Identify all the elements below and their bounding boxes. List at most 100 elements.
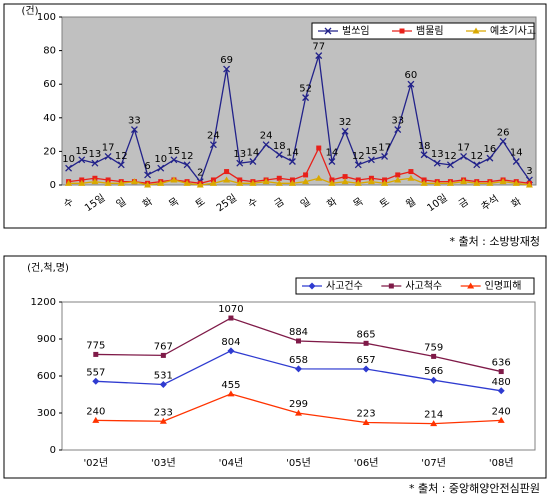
data-label: 13 [89, 149, 102, 160]
point [497, 416, 505, 423]
data-label: 60 [405, 70, 418, 81]
legend-label: 사고척수 [405, 280, 442, 292]
data-label: 17 [102, 142, 115, 153]
point [486, 154, 494, 162]
point [249, 179, 257, 186]
point [288, 158, 296, 165]
data-label: 12 [444, 151, 457, 162]
point [512, 158, 520, 165]
point [394, 126, 402, 134]
point [159, 381, 167, 389]
data-label: 767 [154, 341, 173, 352]
legend-label: 인명피해 [485, 279, 522, 292]
legend-marker [472, 27, 480, 34]
point [499, 178, 507, 185]
data-label: 18 [273, 141, 286, 152]
point [303, 172, 309, 178]
point [499, 137, 507, 145]
data-label: 33 [128, 116, 141, 127]
data-label: 557 [86, 367, 105, 378]
data-label: 240 [492, 406, 511, 417]
point [460, 152, 468, 160]
data-label: 12 [115, 151, 128, 162]
point [144, 181, 152, 188]
data-label: 52 [299, 84, 312, 95]
point [302, 178, 310, 185]
point [381, 152, 389, 160]
data-label: 480 [492, 377, 511, 388]
point [367, 156, 375, 164]
point [296, 338, 301, 344]
point [525, 181, 533, 188]
data-label: 14 [247, 147, 260, 158]
source: * 출처 : 중앙해양안전심판원 [409, 481, 540, 495]
data-label: 14 [286, 147, 299, 158]
data-label: 33 [391, 116, 404, 127]
y-tick-label: 600 [37, 371, 56, 382]
legend-label: 벌쏘임 [342, 24, 370, 37]
data-label: 18 [418, 141, 431, 152]
x-tick-label: '07년 [421, 457, 446, 469]
data-label: 17 [378, 142, 391, 153]
point [92, 416, 100, 423]
point [170, 156, 178, 164]
y-tick-label: 300 [37, 408, 56, 419]
legend-marker [388, 283, 394, 289]
point [498, 369, 504, 375]
legend-label: 예초기사고 [490, 25, 536, 37]
data-label: 12 [470, 151, 483, 162]
point [236, 159, 244, 167]
point [65, 164, 73, 172]
data-label: 2 [197, 168, 203, 179]
point [367, 178, 375, 185]
legend-box [311, 22, 535, 40]
point [363, 340, 369, 346]
source: * 출처 : 소방방재청 [449, 235, 540, 248]
data-label: 1070 [218, 304, 243, 315]
point [341, 178, 349, 185]
x-tick-label: '08년 [489, 457, 514, 469]
point [91, 159, 99, 167]
point [130, 178, 138, 185]
point [354, 179, 362, 186]
point [93, 351, 99, 357]
plot-area [61, 16, 537, 186]
data-label: 658 [289, 355, 308, 366]
point [228, 315, 234, 321]
y-tick-label: 0 [50, 180, 56, 191]
data-label: 26 [497, 127, 510, 138]
series-line [68, 177, 530, 186]
data-label: 15 [168, 146, 181, 157]
point [473, 161, 481, 169]
point [394, 176, 402, 183]
legend-box [295, 277, 535, 295]
point [157, 164, 165, 172]
y-tick-label: 1200 [31, 297, 56, 308]
data-label: 77 [312, 42, 325, 53]
point [224, 169, 230, 175]
data-label: 884 [289, 327, 308, 338]
point [78, 179, 86, 186]
x-tick-label: '06년 [354, 457, 379, 469]
plot-area [61, 301, 536, 451]
unit-label: (건,척,명) [27, 262, 69, 274]
point [223, 65, 231, 73]
x-tick-label: '03년 [151, 457, 176, 469]
data-label: 13 [233, 149, 246, 160]
data-label: 10 [62, 154, 75, 165]
data-label: 759 [424, 342, 443, 353]
point [262, 141, 270, 149]
data-label: 12 [181, 151, 194, 162]
point [92, 377, 100, 385]
unit-label: (건) [21, 5, 38, 17]
point [130, 126, 138, 134]
data-label: 16 [484, 144, 497, 155]
data-label: 15 [75, 146, 88, 157]
point [236, 179, 244, 186]
point [407, 174, 415, 181]
data-label: 17 [457, 142, 470, 153]
point [430, 420, 438, 427]
data-label: 223 [357, 408, 376, 419]
point [354, 161, 362, 169]
